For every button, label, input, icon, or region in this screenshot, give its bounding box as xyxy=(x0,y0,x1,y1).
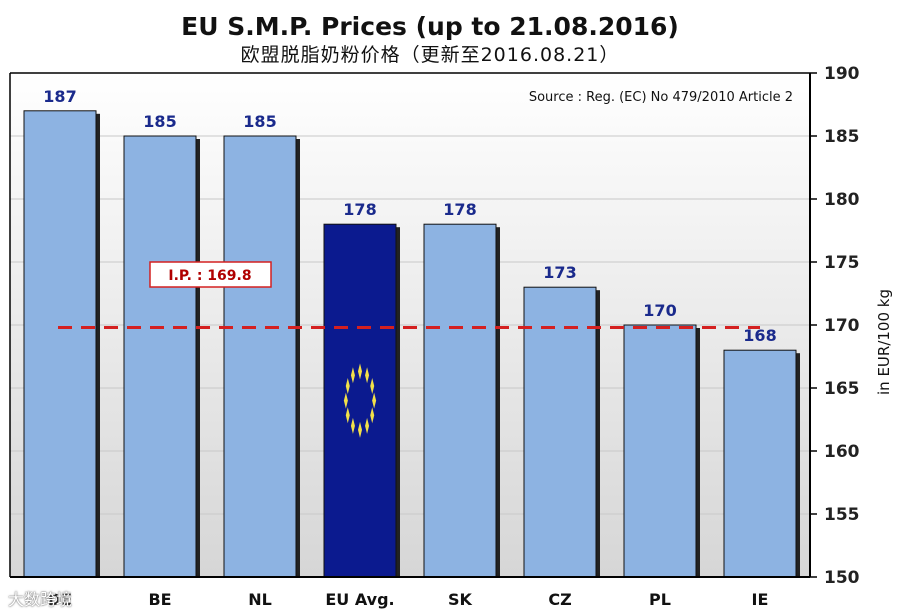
bars: 187 DE 185 BE 185 NL 178 EU Avg. 178 SK 173 CZ 170 PL… xyxy=(23,87,800,609)
eu-star-icon xyxy=(350,417,355,434)
chart-title: EU S.M.P. Prices (up to 21.08.2016) xyxy=(181,12,679,41)
eu-star-icon xyxy=(345,407,350,424)
value-label: 178 xyxy=(343,200,376,219)
y-tick-label: 180 xyxy=(824,190,860,210)
eu-star-icon xyxy=(358,421,362,438)
x-category-label: BE xyxy=(148,590,171,609)
source-note: Source : Reg. (EC) No 479/2010 Article 2 xyxy=(529,90,793,105)
bar-euavg xyxy=(323,223,397,578)
value-label: 173 xyxy=(543,263,576,282)
bar-be xyxy=(123,135,197,578)
y-tick-label: 150 xyxy=(824,568,860,588)
bar-pl xyxy=(623,324,697,578)
watermark-text: 大数跨境 xyxy=(8,590,73,609)
eu-star-icon xyxy=(358,363,362,380)
y-axis-label: in EUR/100 kg xyxy=(875,289,893,395)
reference-label: I.P. : 169.8 xyxy=(168,268,251,284)
eu-star-icon xyxy=(370,377,375,394)
value-label: 178 xyxy=(443,200,476,219)
eu-star-icon xyxy=(343,392,348,409)
x-category-label: NL xyxy=(248,590,272,609)
eu-star-icon xyxy=(345,377,350,394)
eu-star-icon xyxy=(370,407,375,424)
y-tick-label: 160 xyxy=(824,442,860,462)
value-label: 168 xyxy=(743,326,776,345)
eu-star-icon xyxy=(365,417,370,434)
y-tick-label: 185 xyxy=(824,127,860,147)
y-tick-label: 165 xyxy=(824,379,860,399)
eu-star-icon xyxy=(365,367,370,384)
x-category-label: PL xyxy=(649,590,671,609)
y-tick-label: 175 xyxy=(824,253,860,273)
x-category-label: SK xyxy=(448,590,473,609)
y-tick-label: 170 xyxy=(824,316,860,336)
bar-sk xyxy=(423,223,497,578)
x-category-label: IE xyxy=(752,590,769,609)
value-label: 185 xyxy=(143,112,176,131)
y-axis-ticks: 150 155 160 165 170 175 180 185 190 xyxy=(810,64,860,588)
bar-ie xyxy=(723,349,797,578)
y-tick-label: 155 xyxy=(824,505,860,525)
eu-star-icon xyxy=(350,367,355,384)
value-label: 187 xyxy=(43,87,76,106)
value-label: 185 xyxy=(243,112,276,131)
bar-de xyxy=(23,110,97,578)
value-label: 170 xyxy=(643,301,676,320)
x-category-label: CZ xyxy=(548,590,571,609)
y-tick-label: 190 xyxy=(824,64,860,84)
bar-nl xyxy=(223,135,297,578)
chart-subtitle: 欧盟脱脂奶粉价格（更新至2016.08.21） xyxy=(240,44,620,66)
reference-label-box xyxy=(149,261,272,288)
bar-cz xyxy=(523,286,597,578)
x-category-label: DE xyxy=(48,590,72,609)
x-category-label: EU Avg. xyxy=(325,590,394,609)
reference-line-group: I.P. : 169.8 xyxy=(58,261,760,330)
eu-star-icon xyxy=(372,392,377,409)
